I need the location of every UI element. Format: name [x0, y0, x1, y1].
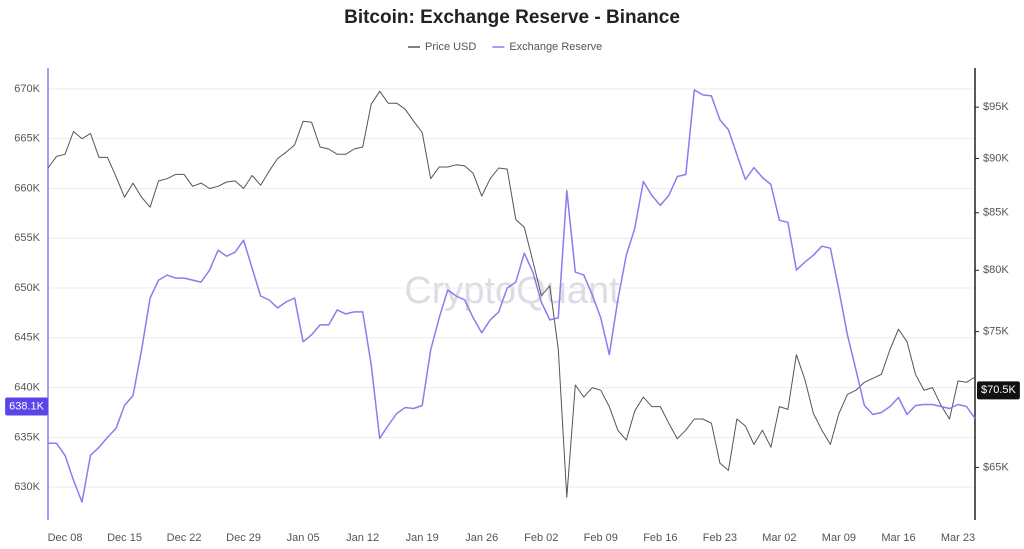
badge-box [5, 397, 48, 416]
x-tick-label: Jan 26 [465, 532, 498, 544]
y2-tick-label: $95K [983, 101, 1009, 113]
chart-title: Bitcoin: Exchange Reserve - Binance [344, 7, 680, 28]
x-tick-label: Mar 23 [941, 532, 975, 544]
series-line [48, 89, 976, 503]
y-tick-label: 635K [14, 431, 40, 443]
y-tick-label: 670K [14, 83, 40, 95]
x-tick-label: Dec 29 [226, 532, 261, 544]
x-tick-label: Feb 09 [584, 532, 618, 544]
legend-label: Exchange Reserve [509, 41, 602, 53]
y-tick-label: 665K [14, 133, 40, 145]
x-tick-label: Mar 09 [822, 532, 856, 544]
x-tick-label: Dec 08 [48, 532, 83, 544]
x-tick-label: Mar 16 [881, 532, 915, 544]
watermark: CryptoQuant [404, 270, 620, 312]
value-badge: 638.1K [5, 397, 48, 416]
badge-label: 638.1K [9, 400, 45, 412]
y2-tick-label: $80K [983, 264, 1009, 276]
x-tick-label: Feb 16 [643, 532, 677, 544]
y-tick-label: 650K [14, 282, 40, 294]
value-badge: $70.5K [977, 381, 1020, 400]
badge-label: $70.5K [981, 384, 1017, 396]
series-line [47, 90, 976, 498]
legend-label: Price USD [425, 41, 476, 53]
x-tick-label: Dec 22 [167, 532, 202, 544]
x-tick-label: Feb 02 [524, 532, 558, 544]
y2-tick-label: $65K [983, 461, 1009, 473]
y-tick-label: 645K [14, 332, 40, 344]
y-tick-label: 640K [14, 381, 40, 393]
x-tick-label: Dec 15 [107, 532, 142, 544]
x-tick-label: Feb 23 [703, 532, 737, 544]
x-tick-label: Jan 12 [346, 532, 379, 544]
y2-tick-label: $75K [983, 325, 1009, 337]
y2-tick-label: $90K [983, 152, 1009, 164]
y-tick-label: 655K [14, 232, 40, 244]
x-tick-label: Mar 02 [762, 532, 796, 544]
x-tick-label: Jan 05 [287, 532, 320, 544]
x-tick-label: Jan 19 [406, 532, 439, 544]
y-tick-label: 630K [14, 481, 40, 493]
y-tick-label: 660K [14, 182, 40, 194]
badge-box [977, 381, 1020, 400]
y2-tick-label: $85K [983, 207, 1009, 219]
